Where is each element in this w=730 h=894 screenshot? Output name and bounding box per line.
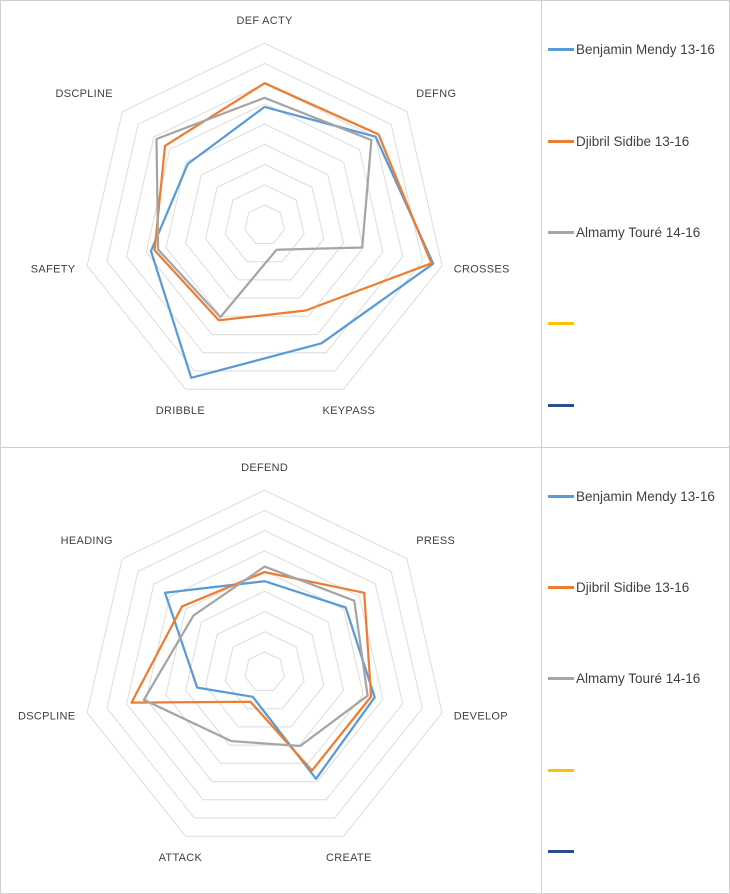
axis-label-attack: ATTACK <box>159 852 203 864</box>
series-polygon-almamy-tour-14-16 <box>142 564 369 747</box>
legend-item-4 <box>548 314 723 326</box>
legend-top: Benjamin Mendy 13-16 Djibril Sidibe 13-1… <box>541 1 729 447</box>
legend-line-blue <box>548 494 574 498</box>
legend-item-mendy: Benjamin Mendy 13-16 <box>548 487 723 507</box>
grid-ring <box>185 590 345 746</box>
grid-ring <box>224 184 305 263</box>
axis-label-dribble: DRIBBLE <box>156 405 205 417</box>
grid-ring <box>185 143 345 299</box>
series-polygon-almamy-tour-14-16 <box>155 96 373 319</box>
legend-item-sidibe: Djibril Sidibe 13-16 <box>548 578 723 598</box>
grid-ring <box>126 83 404 354</box>
grid-ring <box>204 163 325 281</box>
grid-ring <box>165 570 364 764</box>
legend-label: Almamy Touré 14-16 <box>576 671 701 687</box>
legend-label: Djibril Sidibe 13-16 <box>576 133 690 149</box>
panel-bottom: DEFEND PRESS DEVELOP CREATE ATTACK DSCPLINE HE… <box>1 447 729 894</box>
axis-label-crosses: CROSSES <box>454 263 510 275</box>
legend-item-5 <box>548 842 723 854</box>
grid-ring <box>244 650 285 691</box>
legend-line-gray <box>548 677 574 681</box>
axis-label-dscpline: DSCPLINE <box>18 710 75 722</box>
legend-label: Benjamin Mendy 13-16 <box>576 42 715 58</box>
series-polygon-djibril-sidibe-13-16 <box>130 570 373 772</box>
grid-ring <box>224 630 305 709</box>
series-polygon-benjamin-mendy-13-16 <box>163 579 376 780</box>
legend-line-orange <box>548 586 574 590</box>
grid-ring <box>145 549 384 782</box>
legend-line-gray <box>548 230 574 234</box>
legend-item-4 <box>548 761 723 772</box>
grid-ring <box>126 529 404 800</box>
legend-item-toure: Almamy Touré 14-16 <box>548 669 723 689</box>
grid-ring <box>165 123 364 317</box>
legend-line-yellow <box>548 768 574 772</box>
legend-line-orange <box>548 139 574 143</box>
legend-label: Benjamin Mendy 13-16 <box>576 488 715 504</box>
legend-item-sidibe: Djibril Sidibe 13-16 <box>548 132 723 152</box>
legend-label: Djibril Sidibe 13-16 <box>576 580 690 596</box>
grid-ring <box>86 42 443 390</box>
grid-ring <box>204 610 325 727</box>
axis-label-defend: DEFEND <box>241 462 288 474</box>
radar-plot-1: DEF ACTY DEFNG CROSSES KEYPASS DRIBBLE SAFETY… <box>31 15 510 417</box>
legend-item-toure: Almamy Touré 14-16 <box>548 223 723 243</box>
legend-line-blue <box>548 48 574 52</box>
legend-bottom: Benjamin Mendy 13-16 Djibril Sidibe 13-1… <box>541 447 729 893</box>
legend-item-5 <box>548 396 723 407</box>
legend-line-navy <box>548 403 574 407</box>
legend-line-navy <box>548 850 574 854</box>
series-polygon-benjamin-mendy-13-16 <box>149 105 435 379</box>
radar-chart-overall: DEFEND PRESS DEVELOP CREATE ATTACK DSCPLINE HE… <box>1 448 541 894</box>
axis-label-press: PRESS <box>416 535 455 547</box>
grid-ring <box>86 489 443 837</box>
legend-label: Almamy Touré 14-16 <box>576 224 701 240</box>
axis-label-defng: DEFNG <box>416 88 456 100</box>
radar-plot-2: DEFEND PRESS DEVELOP CREATE ATTACK DSCPLINE HE… <box>18 462 508 864</box>
series-polygon-djibril-sidibe-13-16 <box>153 82 433 322</box>
legend-item-mendy: Benjamin Mendy 13-16 <box>548 40 723 60</box>
grid-ring <box>244 204 285 244</box>
axis-label-def-acty: DEF ACTY <box>237 15 294 27</box>
axis-label-dscpline: DSCPLINE <box>55 88 112 100</box>
axis-label-create: CREATE <box>326 852 372 864</box>
axis-label-heading: HEADING <box>61 535 113 547</box>
axis-label-keypass: KEYPASS <box>322 405 375 417</box>
axis-label-safety: SAFETY <box>31 263 76 275</box>
grid-ring <box>106 62 423 372</box>
grid-ring <box>145 103 384 336</box>
grid-ring <box>106 509 423 818</box>
panel-top: DEF ACTY DEFNG CROSSES KEYPASS DRIBBLE SAFETY… <box>1 1 729 448</box>
radar-chart-defensive: DEF ACTY DEFNG CROSSES KEYPASS DRIBBLE SAFETY… <box>1 1 541 447</box>
legend-line-yellow <box>548 322 574 326</box>
axis-label-develop: DEVELOP <box>454 710 508 722</box>
